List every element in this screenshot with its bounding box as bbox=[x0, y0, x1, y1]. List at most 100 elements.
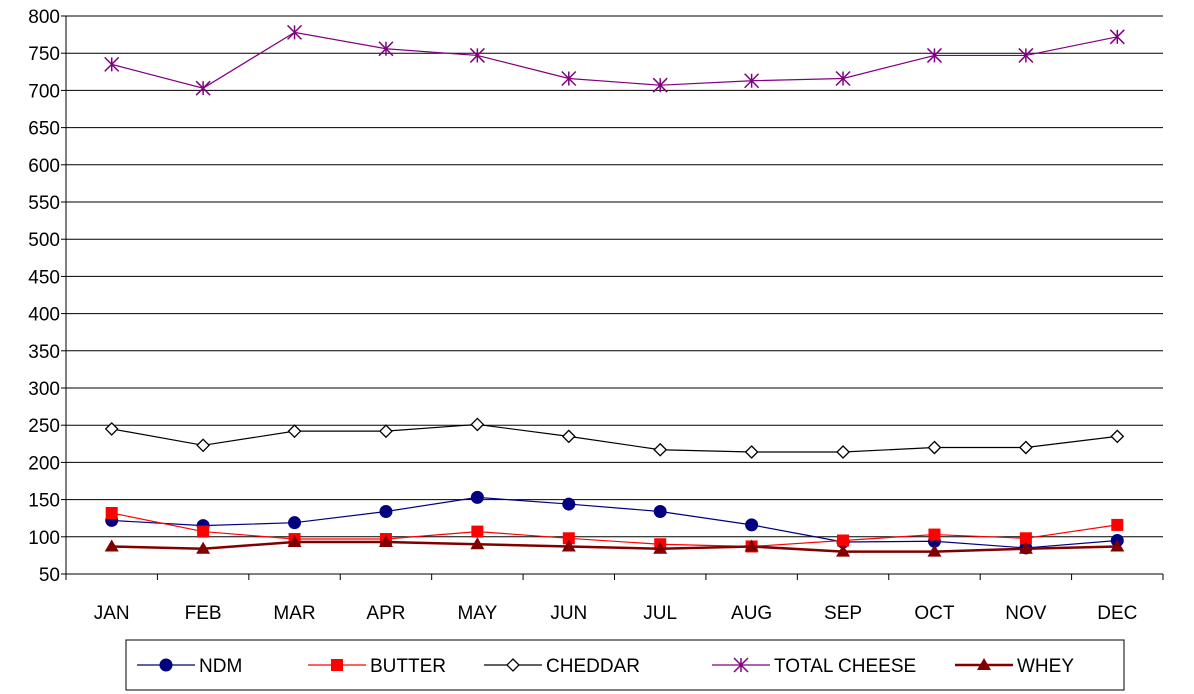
data-point-shape bbox=[744, 445, 759, 459]
series-line bbox=[111, 31, 1118, 89]
x-tick-label: JAN bbox=[94, 603, 130, 624]
series-total-cheese bbox=[104, 24, 1125, 96]
data-point bbox=[1019, 532, 1032, 545]
data-point bbox=[744, 539, 759, 552]
data-point-shape bbox=[470, 490, 484, 504]
data-point-shape bbox=[379, 424, 393, 439]
legend-label: NDM bbox=[199, 656, 242, 677]
data-point-shape bbox=[653, 541, 668, 554]
data-point bbox=[104, 539, 119, 552]
data-point-shape bbox=[836, 445, 850, 459]
data-point-shape bbox=[104, 539, 119, 552]
data-point bbox=[379, 505, 393, 519]
data-point bbox=[378, 41, 394, 57]
y-tick-label: 100 bbox=[28, 528, 60, 549]
data-point bbox=[196, 438, 211, 453]
data-point-shape bbox=[378, 535, 393, 548]
data-point bbox=[562, 532, 575, 545]
legend-label: WHEY bbox=[1017, 656, 1074, 677]
legend-label: BUTTER bbox=[370, 656, 446, 677]
series-layer bbox=[104, 24, 1125, 557]
data-point bbox=[378, 535, 393, 548]
data-point bbox=[1018, 440, 1033, 455]
data-point bbox=[928, 528, 941, 541]
legend-marker-shape bbox=[331, 659, 343, 671]
y-tick-label: 150 bbox=[28, 491, 60, 512]
series-line bbox=[111, 423, 1118, 453]
data-point bbox=[653, 442, 668, 457]
x-tick-label: JUL bbox=[643, 603, 677, 624]
x-tick-label: JUN bbox=[550, 603, 587, 624]
data-point bbox=[471, 525, 484, 538]
axis-layer: 50 100 150 200 250 300 350 400 450 500 550 600 650 70… bbox=[28, 7, 1164, 624]
data-point bbox=[836, 544, 851, 557]
data-point-shape bbox=[745, 518, 759, 532]
x-tick-label: MAR bbox=[273, 603, 315, 624]
legend: NDM BUTTER CHEDDAR TOTAL CHEESE WHEY bbox=[125, 639, 1125, 691]
data-point bbox=[197, 525, 210, 538]
y-tick-label: 750 bbox=[28, 44, 60, 65]
data-point bbox=[104, 56, 120, 72]
data-point bbox=[379, 424, 393, 439]
data-point bbox=[744, 445, 759, 459]
data-point bbox=[837, 534, 850, 547]
legend-marker bbox=[977, 658, 991, 670]
data-point bbox=[562, 497, 576, 511]
legend-marker-shape bbox=[977, 658, 991, 670]
data-point bbox=[652, 77, 668, 93]
data-point-shape bbox=[653, 442, 668, 457]
data-point bbox=[1018, 47, 1034, 63]
data-point-shape bbox=[927, 544, 942, 557]
data-point-shape bbox=[470, 417, 485, 432]
data-point bbox=[105, 506, 118, 519]
legend-label: TOTAL CHEESE bbox=[774, 656, 916, 677]
y-tick-label: 600 bbox=[28, 156, 60, 177]
y-tick-label: 400 bbox=[28, 305, 60, 326]
data-point bbox=[927, 440, 942, 455]
data-point-shape bbox=[104, 422, 119, 436]
legend-entry: WHEY bbox=[955, 656, 1074, 677]
y-tick-label: 450 bbox=[28, 267, 60, 288]
y-tick-label: 650 bbox=[28, 119, 60, 140]
data-point-shape bbox=[1110, 429, 1125, 444]
x-tick-label: FEB bbox=[185, 603, 222, 624]
data-point-shape bbox=[471, 525, 484, 538]
y-tick-label: 550 bbox=[28, 193, 60, 214]
legend-entry: NDM bbox=[137, 656, 242, 677]
data-point bbox=[288, 516, 302, 530]
data-point bbox=[653, 505, 667, 519]
data-point bbox=[653, 541, 668, 554]
grid-layer bbox=[66, 15, 1163, 538]
data-point-shape bbox=[744, 539, 759, 552]
legend-marker-shape bbox=[159, 658, 173, 672]
y-tick-label: 700 bbox=[28, 81, 60, 102]
data-point-shape bbox=[379, 505, 393, 519]
y-tick-label: 300 bbox=[28, 379, 60, 400]
data-point bbox=[561, 70, 577, 87]
x-tick-label: SEP bbox=[824, 603, 862, 624]
data-point bbox=[1110, 539, 1125, 552]
data-point-shape bbox=[197, 525, 210, 538]
data-point bbox=[104, 422, 119, 436]
data-point-shape bbox=[1019, 532, 1032, 545]
data-point bbox=[1109, 29, 1125, 45]
data-point bbox=[287, 424, 302, 439]
data-point-shape bbox=[470, 537, 485, 550]
legend-marker bbox=[733, 657, 749, 673]
data-point bbox=[926, 47, 942, 63]
data-point bbox=[744, 73, 760, 89]
data-point-shape bbox=[287, 424, 302, 439]
data-point-shape bbox=[562, 497, 576, 511]
data-point-shape bbox=[1018, 440, 1033, 455]
series-cheddar bbox=[104, 417, 1125, 459]
y-tick-label: 250 bbox=[28, 416, 60, 437]
series-line bbox=[111, 540, 1118, 553]
data-point-shape bbox=[288, 516, 302, 530]
data-point bbox=[195, 80, 211, 96]
data-point bbox=[287, 535, 302, 548]
data-point-shape bbox=[653, 505, 667, 519]
series-line bbox=[111, 512, 1118, 548]
legend-entry: CHEDDAR bbox=[484, 656, 640, 677]
